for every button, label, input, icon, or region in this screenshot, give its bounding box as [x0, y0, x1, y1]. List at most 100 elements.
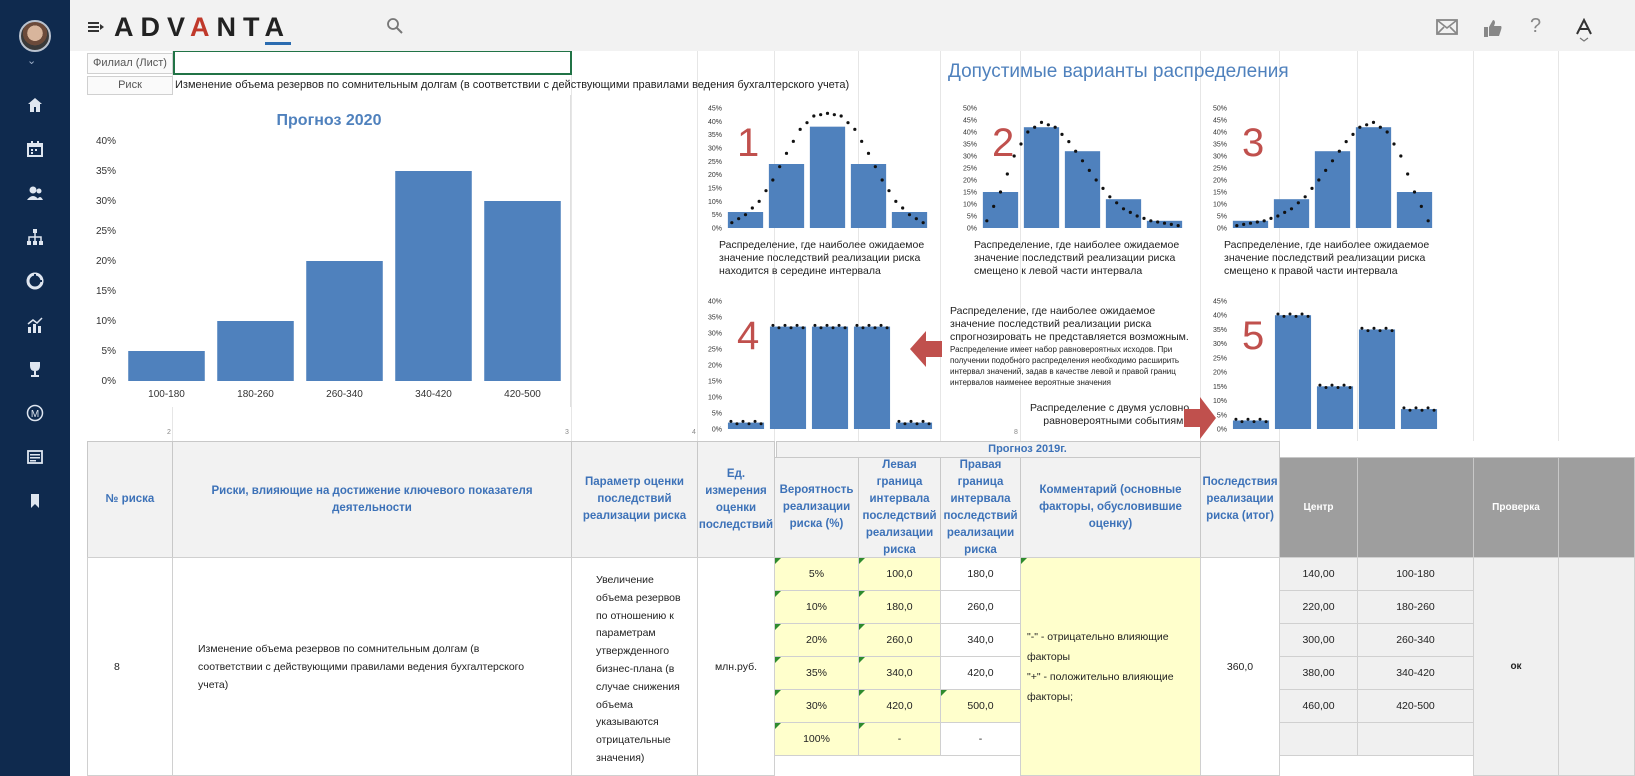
distribution-caption-3: Распределение, где наиболее ожидаемое зн…	[1224, 239, 1429, 278]
bar	[1273, 199, 1310, 228]
center-cell-value: 300,00	[1302, 634, 1335, 646]
range-cell-value: 100-180	[1396, 568, 1435, 580]
probability-cell[interactable]: 35%	[774, 656, 859, 690]
help-icon[interactable]: ?	[1530, 15, 1542, 37]
curve-point	[737, 217, 741, 221]
risk-description[interactable]: Изменение объема резервов по сомнительны…	[172, 557, 572, 776]
range-cell[interactable]: 260-340	[1357, 623, 1474, 657]
bookmark-icon[interactable]	[22, 488, 48, 514]
left-bound-cell[interactable]: 180,0	[858, 590, 941, 624]
bar	[809, 126, 846, 228]
center-cell[interactable]: 300,00	[1279, 623, 1358, 657]
curve-point	[1262, 219, 1266, 223]
left-bound-cell[interactable]: 100,0	[858, 557, 941, 591]
check-cell[interactable]: ок	[1473, 557, 1559, 776]
range-cell[interactable]	[1357, 722, 1474, 756]
pie-chart-icon[interactable]	[22, 268, 48, 294]
y-tick-label: 45%	[1213, 118, 1227, 125]
range-cell[interactable]: 100-180	[1357, 557, 1474, 591]
analytics-icon[interactable]	[22, 312, 48, 338]
mail-icon[interactable]	[1436, 18, 1458, 41]
curve-point	[846, 121, 850, 125]
y-tick-label: 10%	[1213, 398, 1227, 405]
comment-line: "+" - положительно влияющие факторы;	[1027, 670, 1174, 703]
bar-top-point	[927, 422, 931, 426]
avatar[interactable]	[19, 20, 51, 52]
curve-point	[1310, 186, 1314, 190]
font-settings-icon[interactable]	[1574, 17, 1594, 47]
left-bound-cell[interactable]: 340,0	[858, 656, 941, 690]
probability-cell[interactable]: 30%	[774, 689, 859, 723]
y-tick-label: 20%	[963, 178, 977, 185]
app-logo[interactable]: ADVANTA	[114, 12, 292, 45]
search-icon[interactable]	[386, 17, 404, 40]
probability-cell[interactable]: 5%	[774, 557, 859, 591]
curve-point	[750, 206, 754, 210]
org-structure-icon[interactable]	[22, 224, 48, 250]
right-bound-cell[interactable]: 500,0	[940, 689, 1021, 723]
left-bound-cell[interactable]: -	[858, 722, 941, 756]
center-cell[interactable]: 220,00	[1279, 590, 1358, 624]
y-tick-label: 30%	[708, 331, 722, 338]
header-result: Последствия реализации риска (итог)	[1200, 441, 1280, 558]
curve-point	[1351, 132, 1355, 136]
y-tick-label: 0%	[102, 376, 117, 387]
menu-icon[interactable]	[88, 20, 104, 39]
filial-input[interactable]	[173, 51, 572, 75]
probability-cell[interactable]: 10%	[774, 590, 859, 624]
users-icon[interactable]	[22, 180, 48, 206]
right-bound-cell[interactable]: 180,0	[940, 557, 1021, 591]
risk-number[interactable]: 8	[87, 557, 173, 776]
calendar-icon[interactable]	[22, 136, 48, 162]
note-line: Распределение имеет набор равновероятных…	[950, 345, 1173, 354]
right-bound-cell[interactable]: 420,0	[940, 656, 1021, 690]
curve-point	[812, 114, 816, 118]
probability-cell[interactable]: 100%	[774, 722, 859, 756]
m-circle-icon[interactable]: M	[22, 400, 48, 426]
thumbs-up-icon[interactable]	[1483, 18, 1503, 43]
spreadsheet[interactable]: Филиал (Лист) Риск Изменение объема резе…	[70, 51, 1635, 776]
curve-point	[853, 127, 857, 131]
range-cell[interactable]: 420-500	[1357, 689, 1474, 723]
unit-cell[interactable]: млн.руб.	[697, 557, 775, 776]
curve-point	[825, 111, 830, 115]
right-bound-cell[interactable]: 340,0	[940, 623, 1021, 657]
bar-top-point	[1300, 312, 1304, 316]
header-left-bound: Левая граница интервала последствий реал…	[858, 457, 941, 558]
range-cell[interactable]: 180-260	[1357, 590, 1474, 624]
y-tick-label: 15%	[708, 379, 722, 386]
right-bound-cell[interactable]: 260,0	[940, 590, 1021, 624]
result-cell[interactable]: 360,0	[1200, 557, 1280, 776]
y-tick-label: 20%	[708, 172, 722, 179]
curve-point	[1156, 220, 1160, 224]
center-cell[interactable]: 380,00	[1279, 656, 1358, 690]
center-cell[interactable]	[1279, 722, 1358, 756]
risk-parameter[interactable]: Увеличение объема резервов по отношению …	[571, 557, 698, 776]
bar	[1064, 151, 1101, 228]
center-cell[interactable]: 460,00	[1279, 689, 1358, 723]
right-bound-cell[interactable]: -	[940, 722, 1021, 756]
probability-cell[interactable]: 20%	[774, 623, 859, 657]
curve-point	[1344, 140, 1348, 144]
arrow-right-icon	[1184, 397, 1216, 439]
comment-cell[interactable]: "-" - отрицательно влияющие факторы "+" …	[1020, 557, 1201, 776]
left-bound-cell[interactable]: 420,0	[858, 689, 941, 723]
bar-top-point	[747, 422, 751, 426]
chevron-down-icon[interactable]: ⌄	[27, 55, 37, 67]
range-cell[interactable]: 340-420	[1357, 656, 1474, 690]
column-number: 4	[692, 429, 696, 436]
header-blank	[1357, 457, 1474, 558]
caption-line: находится в середине интервала	[719, 265, 881, 277]
center-cell[interactable]: 140,00	[1279, 557, 1358, 591]
left-bound-cell[interactable]: 260,0	[858, 623, 941, 657]
y-tick-label: 35%	[963, 142, 977, 149]
bar-top-point	[921, 419, 925, 423]
curve-point	[1269, 216, 1273, 220]
news-icon[interactable]	[22, 444, 48, 470]
curve-point	[1276, 214, 1280, 218]
y-tick-label: 45%	[963, 118, 977, 125]
trophy-icon[interactable]	[22, 356, 48, 382]
bar-top-point	[813, 323, 817, 327]
home-icon[interactable]	[22, 92, 48, 118]
